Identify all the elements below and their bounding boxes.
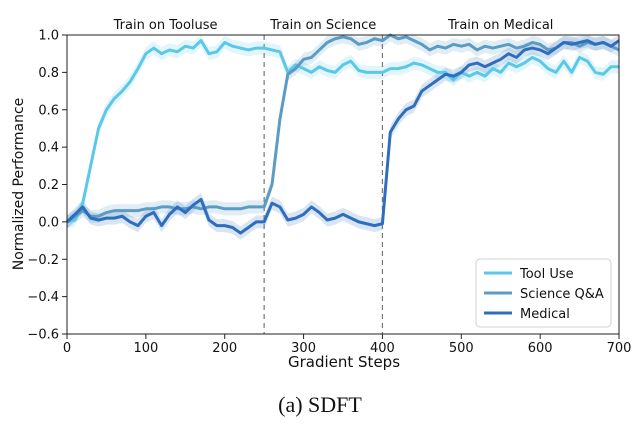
y-tick-label: −0.6 [27,328,59,343]
legend-box [475,258,612,328]
series-line-2 [65,39,620,235]
phase-label-0: Train on Tooluse [113,18,218,33]
axes: 0 100 200 300 400 500 600 700 −0.6 −0.4 −0.2 0.0 0.2… [27,29,631,357]
x-tick-label: 400 [370,341,395,356]
figure-caption: (a) SDFT [278,392,362,417]
variance-band-2 [67,35,619,240]
x-tick-label: 200 [212,341,237,356]
legend: Tool Use Science Q&A Medical [475,258,612,328]
legend-label-0: Tool Use [519,267,574,282]
y-tick-label: 0.0 [38,215,59,230]
phase-labels: Train on Tooluse Train on Science Train on… [113,18,554,33]
variance-bands [67,35,619,240]
x-tick-label: 600 [528,341,553,356]
x-tick-label: 300 [291,341,316,356]
legend-label-2: Medical [520,307,570,322]
phase-label-1: Train on Science [269,18,376,33]
phase-boundaries [263,35,384,334]
variance-band-1 [67,35,619,229]
y-tick-label: 0.6 [38,103,59,118]
x-axis-label: Gradient Steps [288,353,400,371]
x-tick-label: 100 [133,341,158,356]
y-tick-label: 0.8 [38,66,59,81]
y-tick-label: −0.2 [27,253,59,268]
series-line-0 [66,39,619,224]
y-tick-label: 1.0 [38,29,59,44]
legend-label-1: Science Q&A [520,287,604,302]
series-line-1 [66,33,620,224]
line-chart: 0 100 200 300 400 500 600 700 −0.6 −0.4 −0.2 0.0 0.2… [11,18,631,371]
series-lines [65,33,620,235]
x-tick-label: 500 [449,341,474,356]
y-tick-label: 0.4 [38,141,59,156]
y-tick-label: −0.4 [27,290,59,305]
y-axis-label: Normalized Performance [11,98,27,271]
phase-label-2: Train on Medical [447,18,553,33]
x-tick-label: 0 [63,341,71,356]
y-tick-label: 0.2 [38,178,59,193]
x-tick-label: 700 [607,341,632,356]
